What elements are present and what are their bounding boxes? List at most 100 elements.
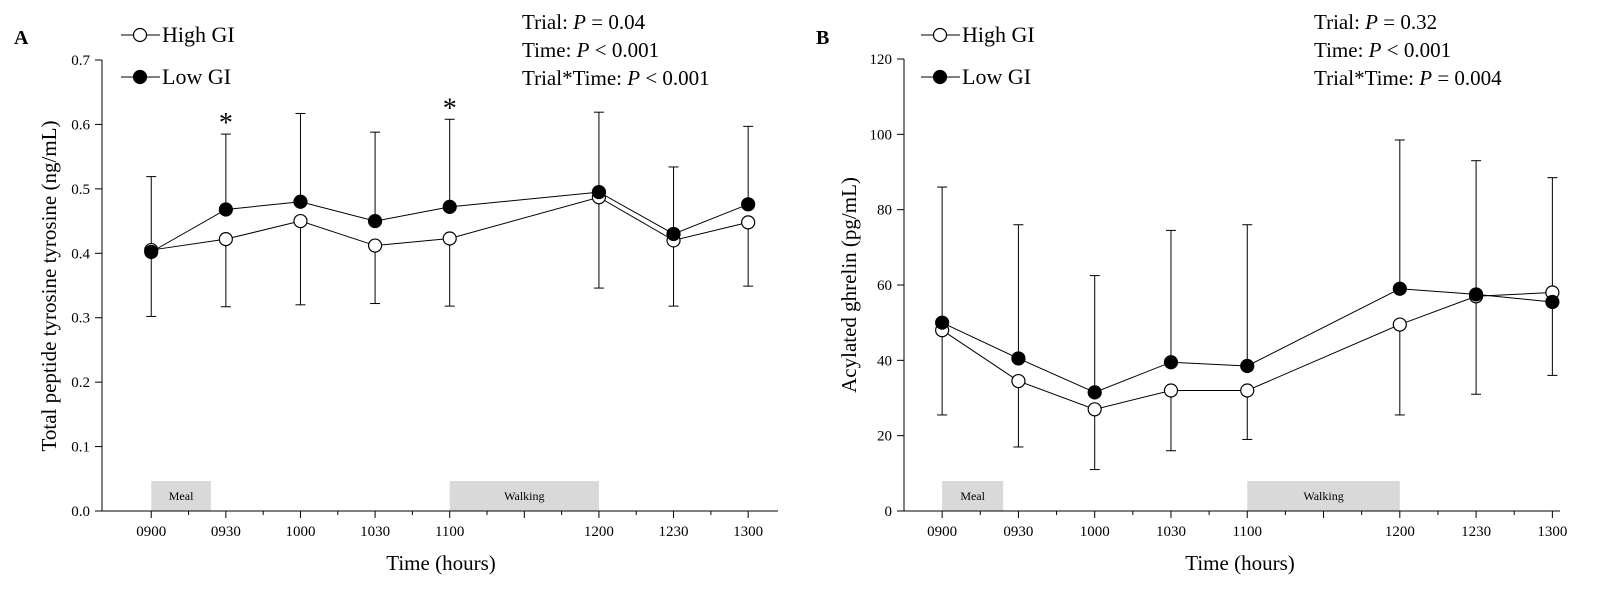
panel-b-y-tick-label: 60 — [877, 278, 892, 294]
panel-b-high-gi-point — [1011, 373, 1026, 389]
panel-b-low-gi-point — [935, 315, 950, 330]
panel-a-y-tick-label: 0.2 — [71, 375, 90, 391]
panel-b-error-bars — [937, 139, 1558, 471]
panel-b-legend-low-gi-marker — [932, 69, 948, 85]
panel-a-y-tick-label: 0.5 — [71, 182, 90, 198]
panel-a-meal-shade — [151, 481, 211, 511]
panel-a-y-tick-label: 0.3 — [71, 311, 90, 327]
panel-a-y-tick-label: 0.0 — [71, 504, 90, 520]
panel-a-low-gi-point — [293, 194, 308, 209]
panel-a-low-gi-point — [218, 202, 233, 217]
panel-a-legend-low-gi-marker — [132, 69, 148, 85]
panel-b-legend-high-gi-label: High GI — [962, 22, 1035, 47]
panel-b-legend-high-gi-marker — [932, 27, 948, 43]
panel-b-low-gi-point — [1163, 355, 1179, 370]
panel-b-low-gi-line — [941, 288, 1553, 393]
panel-a-legend: High GI Low GI — [121, 22, 235, 89]
panel-b-markers — [935, 281, 1560, 417]
panel-a-high-gi-point — [293, 213, 308, 229]
panel-b-y-tick-label: 40 — [877, 353, 892, 369]
panel-b-meal-label: Meal — [960, 489, 985, 503]
panel-b-stat-time: Time: P < 0.001 — [1314, 38, 1451, 62]
panel-b-x-tick-label: 1030 — [1156, 524, 1186, 540]
panel-a-high-gi-point — [741, 215, 756, 230]
panel-b-high-gi-point — [1392, 317, 1407, 332]
panel-b-x-ticks: 0900 0930 1000 1030 1100 1200 1230 1300 — [927, 511, 1567, 540]
panel-a-x-axis-title: Time (hours) — [386, 551, 495, 575]
panel-a-legend-high-gi-label: High GI — [162, 22, 235, 47]
panel-a-low-gi-point — [741, 197, 756, 212]
panel-a-low-gi-point — [442, 199, 457, 214]
panel-b-y-tick-label: 80 — [877, 203, 892, 219]
panel-a-low-gi-point — [367, 213, 383, 229]
panel-b-series-lines — [941, 288, 1553, 410]
panel-a-stat-trial-time: Trial*Time: P < 0.001 — [522, 66, 710, 90]
panel-b-shaded-periods: Meal Walking — [942, 481, 1400, 511]
panel-b-stat-trial: Trial: P = 0.32 — [1314, 10, 1437, 34]
panel-b-x-tick-label: 1230 — [1461, 524, 1491, 540]
panel-a-low-gi-point — [591, 184, 607, 200]
panel-a-meal-label: Meal — [169, 489, 194, 503]
panel-b-x-tick-label: 0930 — [1003, 524, 1033, 540]
panel-a-letter: A — [14, 27, 29, 49]
panel-b-y-axis-title: Acylated ghrelin (pg/mL) — [837, 177, 861, 393]
panel-b-y-tick-label: 100 — [870, 127, 893, 143]
panel-a-high-gi-point — [218, 232, 233, 247]
panel-b-stat-trial-time: Trial*Time: P = 0.004 — [1314, 66, 1502, 90]
panel-a: A Meal Walking 0.00.10.20.30.40.50.60.7 … — [14, 10, 778, 575]
panel-b-x-axis-title: Time (hours) — [1185, 551, 1294, 575]
panel-a-high-gi-point — [442, 231, 457, 246]
panel-a-stats: Trial: P = 0.04 Time: P < 0.001 Trial*Ti… — [522, 10, 710, 90]
panel-b-stats: Trial: P = 0.32 Time: P < 0.001 Trial*Ti… — [1314, 10, 1502, 90]
panel-a-legend-high-gi-marker — [132, 27, 148, 43]
panel-a-x-tick-label: 0900 — [136, 524, 166, 540]
panel-b-high-gi-point — [1087, 402, 1102, 417]
panel-a-markers — [144, 184, 756, 260]
panel-b-low-gi-point — [1087, 385, 1102, 400]
panel-b-low-gi-point — [1545, 294, 1560, 310]
panel-b-y-tick-label: 20 — [877, 429, 892, 445]
panel-a-x-tick-label: 1000 — [285, 524, 315, 540]
panel-b-letter: B — [816, 27, 829, 49]
panel-a-high-gi-point — [367, 238, 383, 253]
panel-b-x-tick-label: 1000 — [1080, 524, 1110, 540]
panel-b-high-gi-line — [941, 292, 1553, 410]
panel-b-high-gi-point — [1240, 383, 1255, 398]
panel-a-x-tick-label: 1100 — [435, 524, 464, 540]
panel-a-y-tick-label: 0.7 — [71, 53, 90, 69]
panel-a-low-gi-point — [666, 226, 681, 242]
panel-a-high-gi-line — [151, 196, 749, 251]
panel-a-stat-trial: Trial: P = 0.04 — [522, 10, 646, 34]
panel-a-x-tick-label: 1300 — [733, 524, 763, 540]
panel-a-series-lines — [150, 191, 749, 253]
panel-a-y-axis-title: Total peptide tyrosine tyrosine (ng/mL) — [37, 121, 61, 452]
panel-a-x-tick-label: 1030 — [360, 524, 390, 540]
panel-a-low-gi-line — [150, 191, 749, 253]
panel-b-legend: High GI Low GI — [921, 22, 1035, 89]
panel-b-high-gi-point — [1163, 383, 1179, 398]
panel-a-x-tick-label: 1230 — [659, 524, 689, 540]
panel-b-x-tick-label: 0900 — [927, 524, 957, 540]
panel-a-legend-low-gi-label: Low GI — [162, 64, 231, 89]
panel-a-error-bars — [146, 111, 754, 317]
panel-a-y-tick-label: 0.1 — [71, 440, 90, 456]
panel-b-x-tick-label: 1200 — [1385, 524, 1415, 540]
panel-b-walking-shade — [1247, 481, 1400, 511]
panel-a-stat-time: Time: P < 0.001 — [522, 38, 659, 62]
panel-b-low-gi-point — [1468, 287, 1484, 302]
panel-a-sig-star-1100: * — [443, 93, 457, 124]
panel-b-y-tick-label: 0 — [885, 504, 893, 520]
panel-a-y-tick-label: 0.6 — [71, 117, 90, 133]
panel-a-low-gi-point — [144, 244, 159, 260]
panel-a-shaded-periods: Meal Walking — [151, 481, 599, 511]
panel-b-low-gi-point — [1240, 358, 1255, 374]
panel-b-walking-label: Walking — [1303, 489, 1343, 503]
panel-b-x-tick-label: 1300 — [1537, 524, 1567, 540]
panel-a-walking-shade — [449, 481, 599, 511]
panel-a-x-tick-label: 0930 — [211, 524, 241, 540]
panel-a-sig-star-0930: * — [219, 108, 233, 139]
panel-a-walking-label: Walking — [504, 489, 544, 503]
panel-a-x-tick-label: 1200 — [584, 524, 614, 540]
